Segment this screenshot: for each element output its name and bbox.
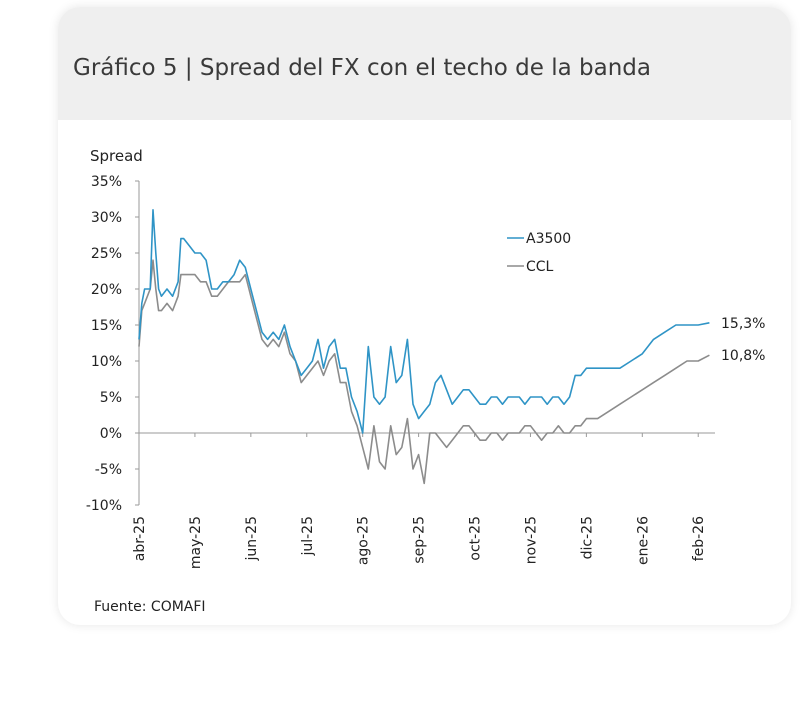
chart-title: Gráfico 5 | Spread del FX con el techo d… (73, 55, 651, 81)
end-label-ccl: 10,8% (721, 348, 765, 364)
y-tick-label: 0% (100, 426, 122, 442)
y-tick-label: 25% (91, 246, 122, 262)
x-tick-label: dic-25 (579, 516, 595, 559)
y-tick-label: 30% (91, 210, 122, 226)
legend-label-a3500: A3500 (526, 231, 571, 247)
x-tick-label: jun-25 (244, 516, 260, 562)
x-tick-label: jul-25 (300, 516, 316, 557)
end-label-a3500: 15,3% (721, 316, 765, 332)
y-tick-label: 15% (91, 318, 122, 334)
x-tick-label: may-25 (188, 516, 204, 569)
chart-card: Gráfico 5 | Spread del FX con el techo d… (58, 7, 791, 625)
series-line-a3500 (138, 209, 710, 434)
y-tick-label: -5% (95, 462, 122, 478)
x-tick-label: sep-25 (412, 516, 428, 564)
legend-label-ccl: CCL (526, 259, 554, 275)
x-tick-label: abr-25 (132, 516, 148, 561)
x-tick-label: feb-26 (691, 516, 707, 561)
chart-header: Gráfico 5 | Spread del FX con el techo d… (58, 7, 791, 120)
x-tick-label: oct-25 (468, 516, 484, 561)
y-tick-label: 10% (91, 354, 122, 370)
y-axis-label: Spread (90, 147, 143, 165)
x-tick-label: ene-26 (635, 516, 651, 565)
y-tick-label: 20% (91, 282, 122, 298)
series-line-ccl (138, 259, 710, 485)
y-tick-label: -10% (86, 498, 122, 514)
x-tick-label: ago-25 (356, 516, 372, 565)
x-tick-label: nov-25 (523, 516, 539, 564)
source-note: Fuente: COMAFI (94, 599, 206, 615)
y-tick-label: 5% (100, 390, 122, 406)
y-tick-label: 35% (91, 174, 122, 190)
